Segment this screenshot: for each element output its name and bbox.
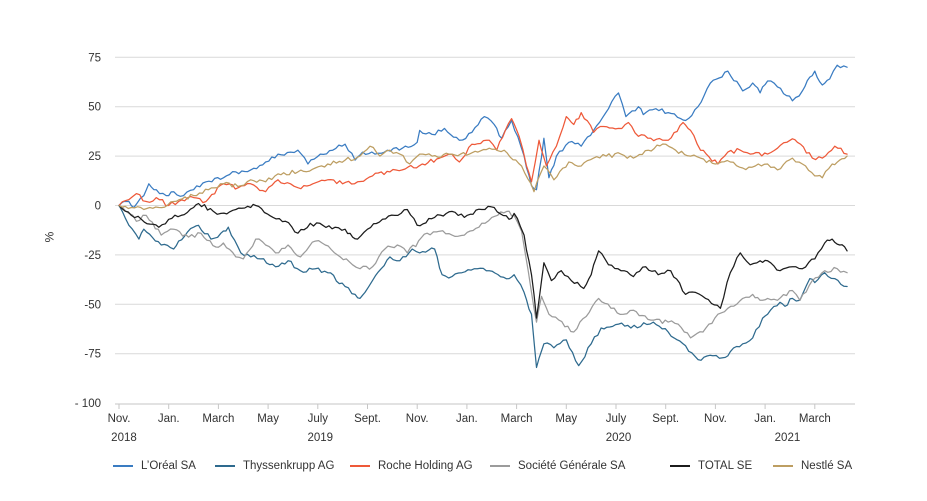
x-tick-label: Sept. [652,413,679,425]
legend-swatch-icon [490,465,510,467]
y-tick-label: 25 [88,151,101,163]
x-year-label: 2019 [307,432,333,444]
y-tick-label: 50 [88,102,101,114]
y-tick-label: -75 [84,349,101,361]
series-line-l-or-al-sa [118,64,848,209]
y-tick-label: 0 [95,201,101,213]
x-year-label: 2021 [775,432,801,444]
x-tick-label: Sept. [354,413,381,425]
legend-label: L’Oréal SA [141,460,196,472]
y-axis-title: % [42,231,57,243]
y-tick-label: -50 [84,299,101,311]
legend-item-nestl-sa[interactable]: Nestlé SA [773,459,852,473]
legend-item-total-se[interactable]: TOTAL SE [670,459,752,473]
legend-swatch-icon [215,465,235,467]
legend-swatch-icon [350,465,370,467]
legend-label: Thyssenkrupp AG [243,460,335,472]
legend-label: Nestlé SA [801,460,853,472]
x-tick-label: Nov. [704,413,727,425]
legend-swatch-icon [670,465,690,467]
legend-label: TOTAL SE [698,460,753,472]
legend-item-l-or-al-sa[interactable]: L’Oréal SA [113,459,196,473]
x-tick-label: May [257,413,279,425]
x-year-label: 2020 [606,432,632,444]
legend-label: Roche Holding AG [378,460,473,472]
series-line-total-se [118,202,848,319]
legend-label: Société Générale SA [518,460,626,472]
x-tick-label: Jan. [158,413,180,425]
x-tick-label: July [606,413,627,425]
x-tick-label: March [501,413,533,425]
series-line-thyssenkrupp-ag [118,204,848,369]
x-tick-label: July [308,413,329,425]
x-tick-label: Nov. [108,413,131,425]
legend-item-soci-t-g-n-rale-sa[interactable]: Société Générale SA [490,459,625,473]
legend: L’Oréal SA Thyssenkrupp AG Roche Holding A… [0,459,927,475]
x-tick-label: March [799,413,831,425]
x-tick-label: Jan. [754,413,776,425]
legend-item-roche-holding-ag[interactable]: Roche Holding AG [350,459,473,473]
legend-swatch-icon [773,465,793,467]
legend-swatch-icon [113,465,133,467]
series-line-roche-holding-ag [118,111,848,207]
x-tick-label: May [555,413,577,425]
x-tick-label: Jan. [456,413,478,425]
series-line-nestl-sa [118,143,848,211]
x-tick-label: March [202,413,234,425]
series-line-soci-t-g-n-rale-sa [118,204,848,339]
x-year-label: 2018 [111,432,137,444]
legend-item-thyssenkrupp-ag[interactable]: Thyssenkrupp AG [215,459,334,473]
y-tick-label: 75 [88,52,101,64]
x-tick-label: Nov. [406,413,429,425]
y-tick-label: -25 [84,250,101,262]
y-tick-label: - 100 [75,398,101,410]
